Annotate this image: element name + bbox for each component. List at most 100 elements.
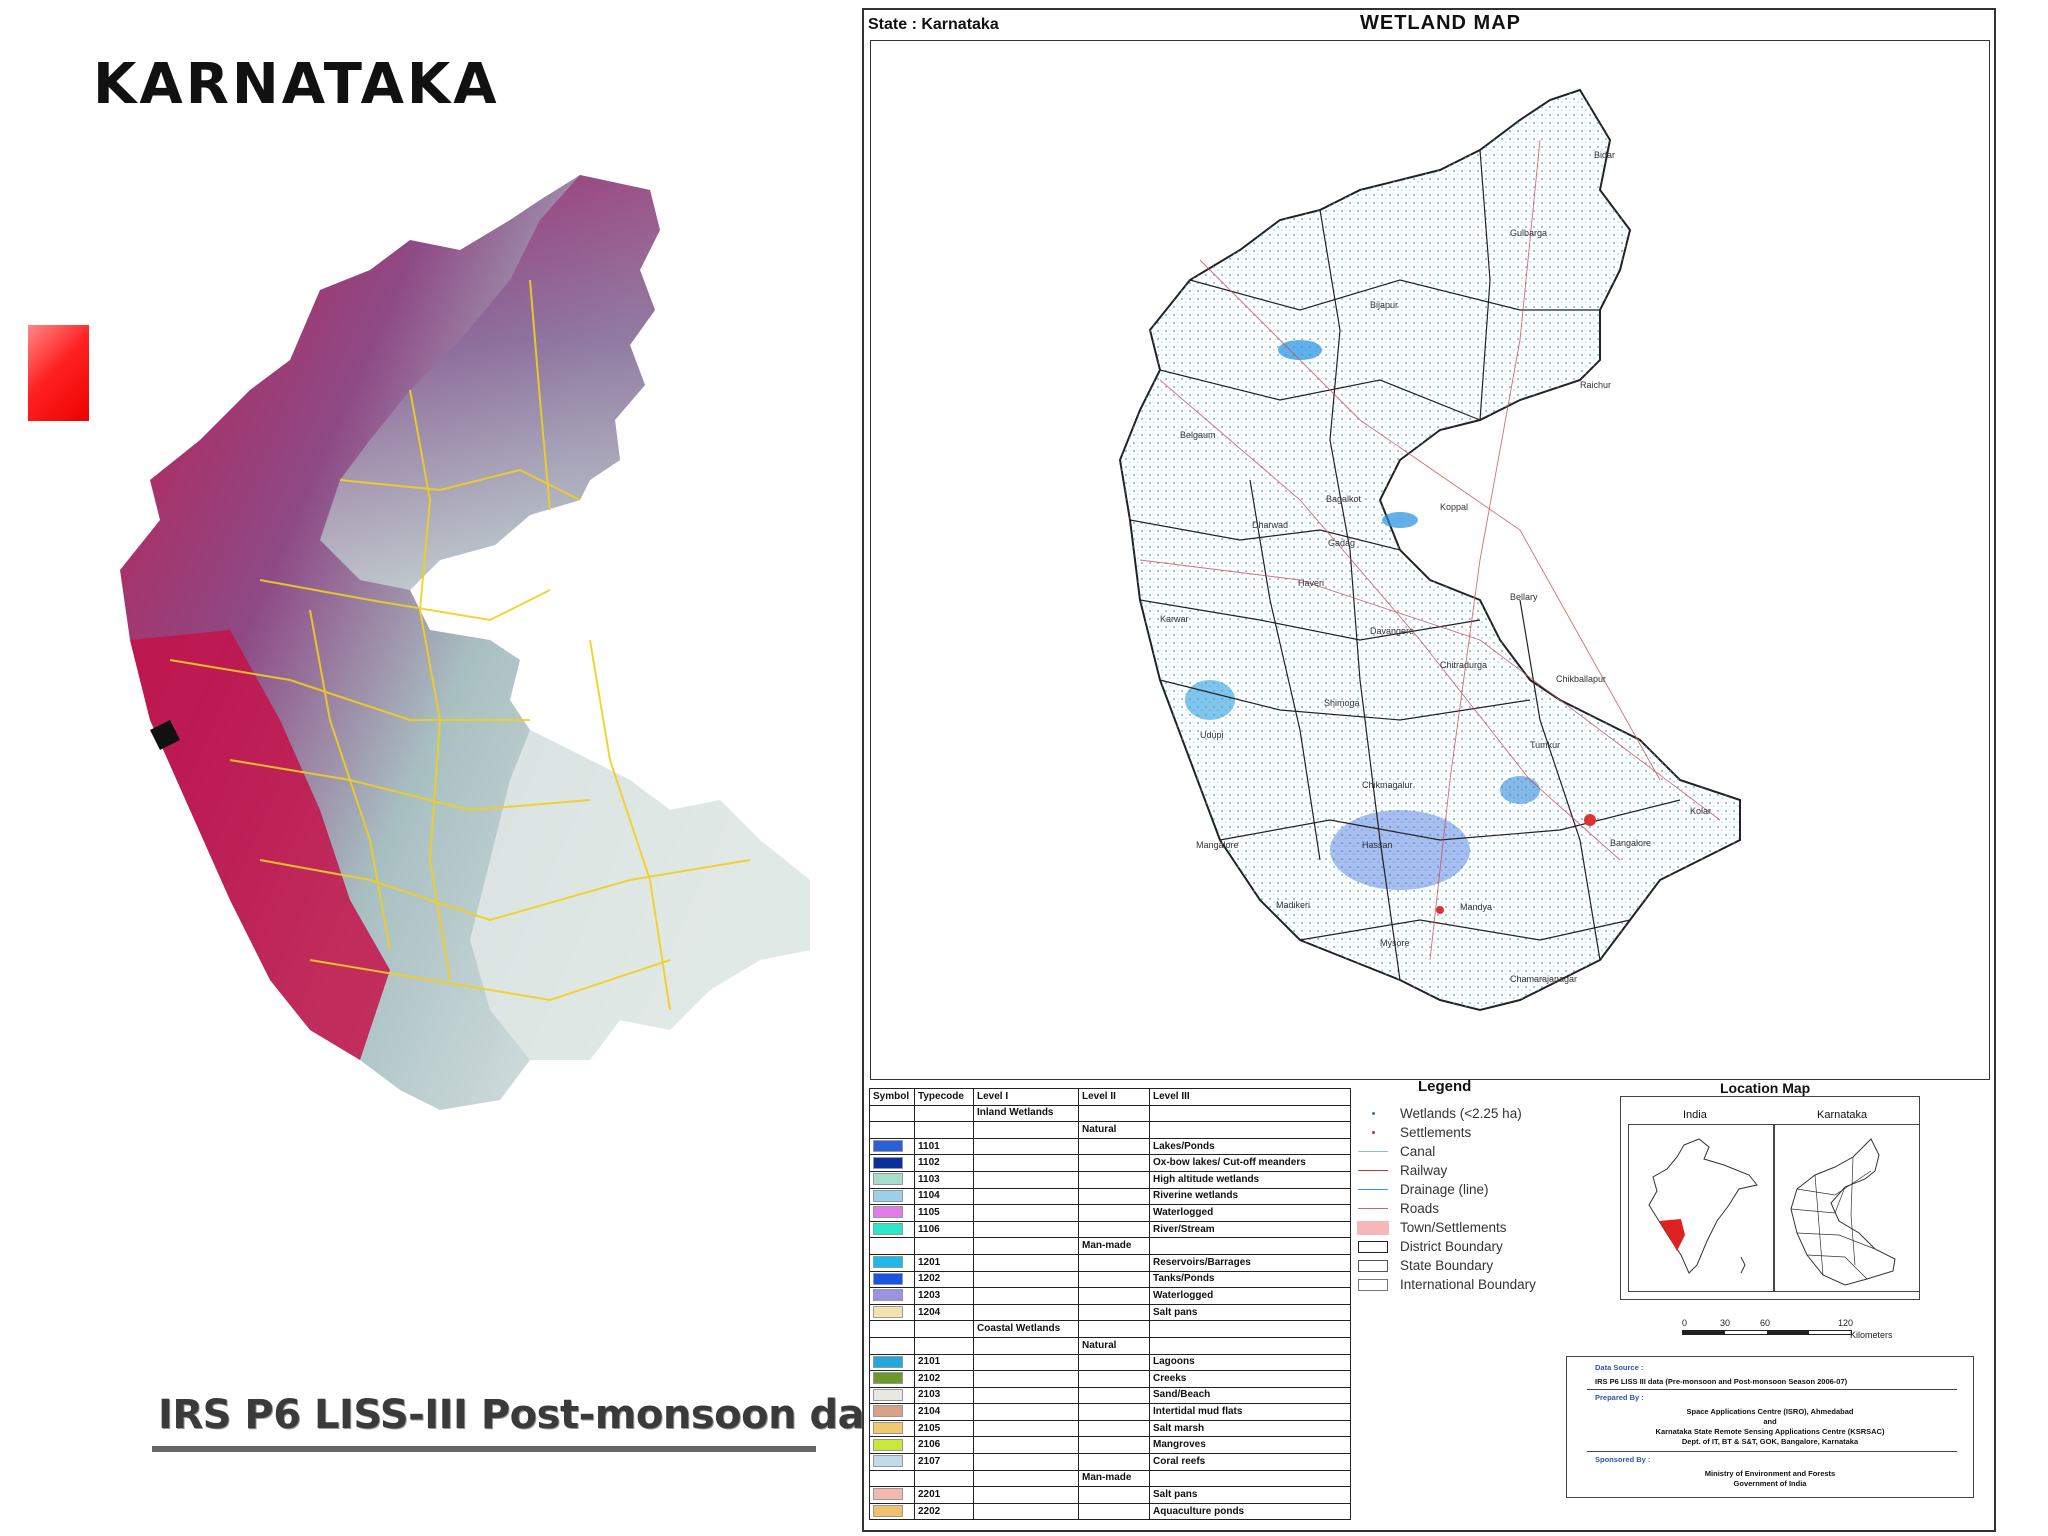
legend-symbol: [1356, 1220, 1390, 1235]
column-header: Level III: [1149, 1088, 1351, 1106]
typecode-cell: 1203: [914, 1287, 974, 1305]
l1-cell: [973, 1187, 1079, 1206]
karnataka-inset-label: Karnataka: [1817, 1109, 1868, 1121]
l2-cell: [1078, 1270, 1150, 1289]
l2-cell: [1078, 1220, 1150, 1239]
l1-cell: [973, 1502, 1079, 1521]
india-inset-label: India: [1683, 1109, 1707, 1121]
place-label: Mandya: [1460, 902, 1493, 912]
l3-cell: Lakes/Ponds: [1149, 1137, 1351, 1156]
scale-tick-label: 0: [1682, 1318, 1688, 1328]
place-label: Mysore: [1380, 938, 1410, 948]
legend-item: International Boundary: [1356, 1275, 1596, 1294]
symbol-swatch: [873, 1305, 903, 1318]
table-row: Man-made: [869, 1237, 1351, 1255]
sponsored-by-heading: Sponsored By :: [1595, 1455, 1651, 1464]
symbol-swatch: [873, 1173, 903, 1186]
scale-bar-graphic: [1682, 1330, 1852, 1335]
l3-cell: High altitude wetlands: [1149, 1170, 1351, 1189]
legend-label: State Boundary: [1400, 1258, 1494, 1273]
symbol-swatch: [873, 1156, 903, 1169]
l3-cell: Waterlogged: [1149, 1204, 1351, 1222]
l2-cell: [1078, 1370, 1150, 1388]
legend-label: Wetlands (<2.25 ha): [1400, 1106, 1522, 1121]
map-legend: Wetlands (<2.25 ha) Settlements Canal Railw…: [1356, 1104, 1596, 1294]
symbol-swatch: [873, 1139, 903, 1152]
typecode-cell: [914, 1320, 974, 1338]
legend-item: Town/Settlements: [1356, 1218, 1596, 1237]
symbol-cell: [869, 1453, 915, 1471]
typecode-cell: 2201: [914, 1486, 974, 1504]
legend-title: Legend: [1418, 1078, 1472, 1095]
typecode-cell: 2101: [914, 1353, 974, 1372]
legend-label: Drainage (line): [1400, 1182, 1489, 1197]
legend-label: Town/Settlements: [1400, 1220, 1507, 1235]
table-row: 1104 Riverine wetlands: [869, 1187, 1351, 1206]
legend-symbol: [1356, 1183, 1390, 1197]
typecode-cell: 2202: [914, 1502, 974, 1521]
prepared-by-line: Karnataka State Remote Sensing Applicati…: [1655, 1427, 1885, 1436]
l1-cell: [973, 1170, 1079, 1189]
place-label: Kolar: [1690, 806, 1712, 816]
table-row: 2101 Lagoons: [869, 1353, 1351, 1372]
l2-cell: [1078, 1154, 1150, 1172]
symbol-cell: [869, 1386, 915, 1405]
l2-cell: Man-made: [1078, 1469, 1150, 1488]
l1-cell: Coastal Wetlands: [973, 1320, 1079, 1338]
satellite-image: [110, 160, 830, 1270]
l1-cell: [973, 1137, 1079, 1156]
typecode-cell: 1105: [914, 1204, 974, 1222]
scale-tick-label: 30: [1720, 1318, 1731, 1328]
data-source-heading: Data Source :: [1595, 1363, 1644, 1372]
place-label: Udupi: [1200, 730, 1224, 740]
l1-cell: [973, 1270, 1079, 1289]
l1-cell: [973, 1237, 1079, 1255]
l3-cell: Creeks: [1149, 1370, 1351, 1388]
typecode-cell: 1103: [914, 1170, 974, 1189]
legend-symbol: [1356, 1278, 1390, 1292]
l3-cell: Reservoirs/Barrages: [1149, 1253, 1351, 1272]
legend-label: Settlements: [1400, 1125, 1472, 1140]
symbol-cell: [869, 1270, 915, 1289]
l2-cell: Natural: [1078, 1121, 1150, 1139]
place-label: Gulbarga: [1510, 228, 1548, 238]
table-row: 2105 Salt marsh: [869, 1419, 1351, 1438]
table-row: 1202 Tanks/Ponds: [869, 1270, 1351, 1289]
symbol-cell: [869, 1220, 915, 1239]
legend-label: Canal: [1400, 1144, 1436, 1159]
table-row: 1105 Waterlogged: [869, 1204, 1351, 1222]
symbol-swatch: [873, 1505, 903, 1517]
symbol-swatch: [873, 1388, 903, 1401]
symbol-cell: [869, 1287, 915, 1305]
symbol-swatch: [873, 1372, 903, 1385]
symbol-cell: [869, 1187, 915, 1206]
l2-cell: [1078, 1204, 1150, 1222]
place-label: Davangere: [1370, 626, 1415, 636]
legend-item: Canal: [1356, 1142, 1596, 1161]
l2-cell: [1078, 1419, 1150, 1438]
table-row: 2103 Sand/Beach: [869, 1386, 1351, 1405]
l1-cell: [973, 1204, 1079, 1222]
place-label: Chikballapur: [1556, 674, 1607, 684]
map-frame: [870, 40, 1990, 1080]
table-row: 1204 Salt pans: [869, 1303, 1351, 1322]
l3-cell: Salt pans: [1149, 1486, 1351, 1504]
scale-bar: 0 30 60 120 Kilometers: [1682, 1318, 1893, 1340]
legend-symbol: [1356, 1202, 1390, 1216]
legend-item: Settlements: [1356, 1123, 1596, 1142]
state-label: State : Karnataka: [868, 16, 999, 33]
scale-unit-label: Kilometers: [1850, 1330, 1893, 1340]
slide-title: KARNATAKA: [93, 52, 500, 117]
symbol-cell: [869, 1436, 915, 1455]
typecode-cell: 1102: [914, 1154, 974, 1172]
symbol-cell: [869, 1137, 915, 1156]
l2-cell: [1078, 1403, 1150, 1421]
l3-cell: Salt marsh: [1149, 1419, 1351, 1438]
table-row: 1103 High altitude wetlands: [869, 1170, 1351, 1189]
prepared-by-line: and: [1763, 1417, 1777, 1426]
symbol-cell: [869, 1237, 915, 1255]
l2-cell: [1078, 1170, 1150, 1189]
accent-block: [28, 325, 89, 421]
l3-cell: River/Stream: [1149, 1220, 1351, 1239]
divider: [1587, 1389, 1957, 1390]
